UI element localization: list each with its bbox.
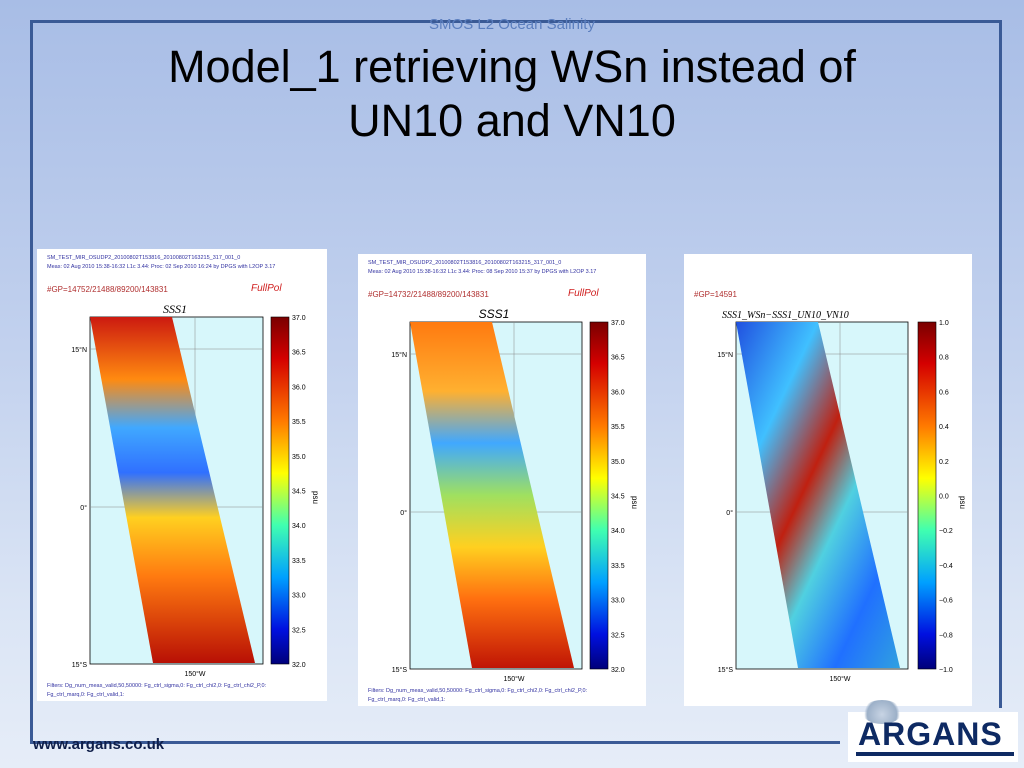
colorbar-1 xyxy=(270,316,290,665)
frame-top-line xyxy=(30,20,1002,23)
map-1-lon-label: 150°W xyxy=(184,670,205,678)
colorbar-3-tick: −1.0 xyxy=(939,667,953,674)
figure-panel-1: SM_TEST_MIR_OSUDP2_20100802T153816_20100… xyxy=(37,249,327,701)
panel-3-gp-count: #GP=14591 xyxy=(694,290,737,299)
panel-2-filters-line2: Fg_ctrl_marq,0: Fg_ctrl_valid,1: xyxy=(368,697,446,703)
panel-1-filters-line1: Filters: Dg_num_meas_valid,50,50000: Fg_… xyxy=(47,683,267,689)
colorbar-3-tick: 0.6 xyxy=(939,389,949,396)
colorbar-2-tick: 34.0 xyxy=(611,528,625,535)
panel-2-mode-label: FullPol xyxy=(568,288,599,299)
salinity-map-1: SM_TEST_MIR_OSUDP2_20100802T153816_20100… xyxy=(47,255,320,698)
map-1-lat-label-0: 0° xyxy=(80,504,87,512)
panel-2-header-line1: SM_TEST_MIR_OSUDP2_20100802T153816_20100… xyxy=(368,260,561,266)
slide-caption: SMOS L2 Ocean Salinity xyxy=(429,16,595,33)
globe-icon xyxy=(862,700,902,724)
colorbar-2-tick: 37.0 xyxy=(611,320,625,327)
map-2-satellite-swath xyxy=(410,322,574,668)
colorbar-2-unit: psu xyxy=(630,496,639,509)
colorbar-1-tick: 34.5 xyxy=(292,489,306,496)
colorbar-1-tick: 34.0 xyxy=(292,523,306,530)
figure-panel-3: #GP=14591 SSS1_WSn−SSS1_UN10_VN10 15°N 0… xyxy=(684,254,972,706)
map-1-lat-label-15s: 15°S xyxy=(72,661,88,669)
colorbar-3-tick: −0.4 xyxy=(939,563,953,570)
frame-right-line xyxy=(999,20,1002,708)
slide-title: Model_1 retrieving WSn instead of UN10 a… xyxy=(60,40,964,148)
colorbar-3-tick: 1.0 xyxy=(939,320,949,327)
colorbar-2-tick: 36.5 xyxy=(611,355,625,362)
colorbar-2-tick: 32.5 xyxy=(611,632,625,639)
map-3-lon-label: 150°W xyxy=(829,675,850,683)
colorbar-2-tick: 35.0 xyxy=(611,459,625,466)
colorbar-2-tick: 32.0 xyxy=(611,667,625,674)
colorbar-3-tick: 0.8 xyxy=(939,355,949,362)
panel-1-mode-label: FullPol xyxy=(251,283,282,294)
map-1-satellite-swath xyxy=(90,317,255,663)
colorbar-1-tick: 32.5 xyxy=(292,627,306,634)
map-3-lat-label-15s: 15°S xyxy=(718,666,734,674)
colorbar-2-tick: 36.0 xyxy=(611,389,625,396)
footer-website-link[interactable]: www.argans.co.uk xyxy=(33,736,165,753)
map-2-lon-label: 150°W xyxy=(503,675,524,683)
colorbar-3-tick: 0.2 xyxy=(939,459,949,466)
colorbar-2-tick: 35.5 xyxy=(611,424,625,431)
colorbar-1-tick: 35.0 xyxy=(292,454,306,461)
salinity-map-2: SM_TEST_MIR_OSUDP2_20100802T153816_20100… xyxy=(368,260,639,703)
panel-2-gp-count: #GP=14732/21488/89200/143831 xyxy=(368,290,489,299)
colorbar-3-tick: 0.4 xyxy=(939,424,949,431)
colorbar-1-tick: 37.0 xyxy=(292,315,306,322)
colorbar-1-unit: psu xyxy=(311,491,320,504)
salinity-diff-map-3: #GP=14591 SSS1_WSn−SSS1_UN10_VN10 15°N 0… xyxy=(694,290,967,683)
argans-logo-bar xyxy=(856,752,1014,756)
slide-title-line1: Model_1 retrieving WSn instead of xyxy=(168,41,856,92)
colorbar-3-tick: −0.6 xyxy=(939,598,953,605)
colorbar-3 xyxy=(917,321,937,670)
colorbar-3-unit: psu xyxy=(958,496,967,509)
map-2-lat-label-15n: 15°N xyxy=(391,351,407,359)
argans-logo-text: ARGANS xyxy=(858,716,1003,752)
map-2-lat-label-0: 0° xyxy=(400,509,407,517)
figure-panel-2: SM_TEST_MIR_OSUDP2_20100802T153816_20100… xyxy=(358,254,646,706)
panel-1-gp-count: #GP=14752/21488/89200/143831 xyxy=(47,285,168,294)
colorbar-3-tick: 0.0 xyxy=(939,494,949,501)
map-2-lat-label-15s: 15°S xyxy=(392,666,408,674)
map-3-lat-label-0: 0° xyxy=(726,509,733,517)
frame-left-line xyxy=(30,20,33,742)
frame-bottom-line xyxy=(30,741,840,744)
colorbar-1-tick: 32.0 xyxy=(292,662,306,669)
panel-1-filters-line2: Fg_ctrl_marq,0: Fg_ctrl_valid,1: xyxy=(47,692,125,698)
colorbar-2-tick: 34.5 xyxy=(611,494,625,501)
panel-2-header-line2: Meas: 02 Aug 2010 15:38-16:32 L1c 3.44: … xyxy=(368,269,596,275)
map-3-satellite-swath xyxy=(736,322,900,668)
colorbar-3-tick: −0.2 xyxy=(939,528,953,535)
panel-1-header-line2: Meas: 02 Aug 2010 15:38-16:32 L1c 3.44: … xyxy=(47,264,275,270)
colorbar-3-tick: −0.8 xyxy=(939,632,953,639)
panel-3-plot-title: SSS1_WSn−SSS1_UN10_VN10 xyxy=(722,310,849,321)
colorbar-1-tick: 35.5 xyxy=(292,419,306,426)
map-3-lat-label-15n: 15°N xyxy=(717,351,733,359)
colorbar-1-tick: 36.0 xyxy=(292,384,306,391)
panel-1-plot-title: SSS1 xyxy=(163,302,187,316)
colorbar-1-tick: 33.0 xyxy=(292,593,306,600)
panel-2-filters-line1: Filters: Dg_num_meas_valid,50,50000: Fg_… xyxy=(368,688,588,694)
colorbar-2-tick: 33.0 xyxy=(611,598,625,605)
colorbar-2-tick: 33.5 xyxy=(611,563,625,570)
colorbar-2 xyxy=(589,321,609,670)
slide-title-line2: UN10 and VN10 xyxy=(348,95,676,146)
map-1-lat-label-15n: 15°N xyxy=(71,346,87,354)
panel-2-plot-title: SSS1 xyxy=(479,307,510,321)
colorbar-1-tick: 33.5 xyxy=(292,558,306,565)
colorbar-1-tick: 36.5 xyxy=(292,350,306,357)
panel-1-header-line1: SM_TEST_MIR_OSUDP2_20100802T153816_20100… xyxy=(47,255,240,261)
